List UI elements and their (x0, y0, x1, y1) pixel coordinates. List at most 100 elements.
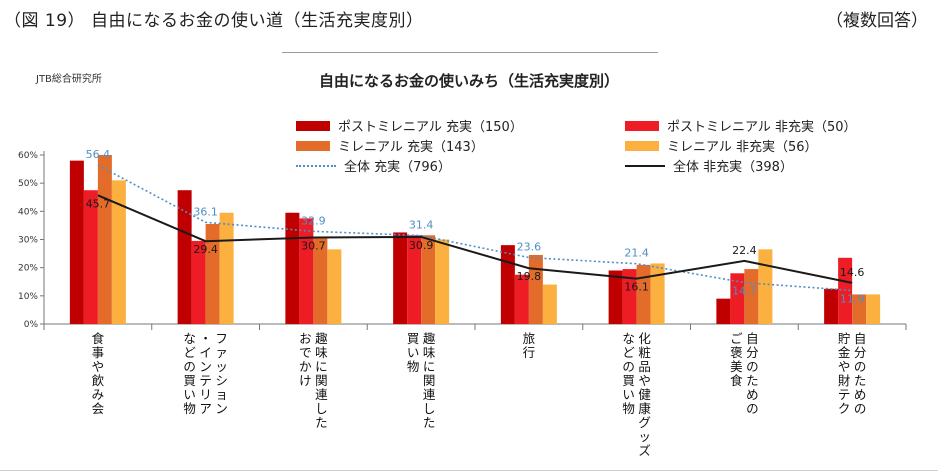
bar (500, 245, 515, 324)
bar (299, 218, 314, 324)
category-label-char: 関 (315, 373, 328, 388)
category-label-char: た (423, 415, 436, 430)
category-label-char: フ (215, 331, 228, 346)
category-label-char: し (423, 401, 436, 416)
category-label-char: 自 (854, 331, 867, 346)
bar (852, 294, 867, 324)
bottom-divider (0, 470, 938, 471)
data-label: 45.7 (86, 197, 111, 210)
bar (219, 212, 234, 324)
category-label-char: イ (199, 345, 212, 360)
category-label-char: 買 (407, 331, 420, 346)
category-label-char: ・ (199, 331, 212, 346)
data-label: 19.8 (517, 270, 542, 283)
data-label: 16.1 (624, 281, 649, 294)
category-label-char: な (183, 331, 196, 346)
category-label-char: に (315, 359, 328, 374)
series-line-solid (97, 194, 853, 284)
category-label-char: 物 (407, 359, 420, 374)
category-label-char: ン (199, 359, 212, 374)
category-label-char: お (299, 331, 312, 346)
data-label: 23.6 (517, 241, 542, 254)
category-label-char: や (638, 373, 651, 388)
legend-item-post-millennial-fulfilled: ポストミレニアル 充実（150） (296, 116, 523, 135)
category-label-char: ア (199, 401, 212, 416)
bar (421, 235, 436, 324)
bar (177, 190, 192, 324)
bar (542, 284, 557, 324)
category-label-char: 行 (523, 345, 536, 360)
legend-label: ミレニアル 非充実（56） (667, 140, 818, 155)
data-label: 30.7 (301, 240, 326, 253)
category-label-char: け (299, 373, 312, 388)
category-label-char: い (622, 387, 635, 402)
category-label-char: た (315, 415, 328, 430)
category-label-char: ク (838, 401, 851, 416)
category-label-char: の (183, 359, 196, 374)
category-label-char: ど (622, 345, 635, 360)
bar (111, 180, 126, 324)
category-label-char: 旅 (523, 331, 536, 346)
category-label-char: テ (199, 373, 212, 388)
legend-swatch (625, 140, 659, 151)
category-label-char: の (854, 359, 867, 374)
category-label-char: や (838, 359, 851, 374)
category-label-char: 連 (423, 387, 436, 402)
category-label-char: め (854, 387, 867, 402)
bar (514, 274, 529, 324)
category-label-char: ン (215, 401, 228, 416)
category-label-char: 化 (638, 331, 651, 346)
category-label-char: 事 (92, 345, 105, 360)
legend-item-total-fulfilled: 全体 充実（796） (296, 156, 451, 175)
data-label: 11.9 (840, 292, 865, 305)
bar (327, 249, 342, 324)
category-label-char: シ (215, 373, 228, 388)
legend-label: 全体 充実（796） (344, 160, 451, 175)
category-label-char: や (92, 359, 105, 374)
category-label-char: 飲 (92, 373, 105, 388)
data-label: 36.1 (193, 205, 218, 218)
y-tick-label: 10% (18, 292, 38, 302)
category-label-char: 会 (92, 401, 105, 416)
y-tick-label: 50% (18, 179, 38, 189)
category-label-char: ョ (215, 387, 228, 402)
category-label-char: か (299, 359, 312, 374)
y-tick-label: 0% (24, 320, 39, 330)
category-label-char: 味 (423, 345, 436, 360)
category-label-char: 物 (622, 401, 635, 416)
category-label-char: 粧 (638, 345, 651, 360)
bar (393, 232, 408, 324)
category-label-char: 財 (838, 373, 851, 388)
bar (636, 264, 651, 324)
category-label-char: グ (638, 415, 651, 430)
bar (435, 239, 450, 324)
figure-title: （図 19） 自由になるお金の使い道（生活充実度別） (4, 11, 424, 31)
data-label: 14.7 (732, 285, 757, 298)
y-tick-label: 30% (18, 236, 38, 246)
figure-note: （複数回答） (826, 11, 928, 31)
legend-item-total-unfulfilled: 全体 非充実（398） (625, 156, 793, 175)
category-label-char: 康 (638, 401, 651, 416)
category-label-char: 分 (746, 345, 759, 360)
data-label: 31.4 (409, 219, 434, 232)
data-label: 14.6 (840, 266, 865, 279)
category-label-char: ご (730, 331, 743, 346)
data-label: 32.9 (301, 214, 326, 227)
bar (730, 273, 745, 324)
y-tick-label: 60% (18, 151, 38, 161)
category-label-char: の (622, 359, 635, 374)
category-label-char: 貯 (838, 331, 851, 346)
bar (97, 155, 112, 324)
category-label-char: み (92, 387, 105, 402)
category-label-char: の (854, 401, 867, 416)
legend-item-post-millennial-unfulfilled: ポストミレニアル 非充実（50） (625, 116, 857, 135)
bar (69, 160, 84, 324)
category-label-char: 品 (638, 359, 651, 374)
category-label-char: 美 (730, 359, 743, 374)
category-label-char: め (746, 387, 759, 402)
data-label: 21.4 (624, 247, 649, 260)
legend-item-millennial-unfulfilled: ミレニアル 非充実（56） (625, 136, 818, 155)
category-label-char: リ (199, 387, 212, 402)
category-label-char: ッ (638, 429, 651, 444)
category-label-char: し (315, 401, 328, 416)
